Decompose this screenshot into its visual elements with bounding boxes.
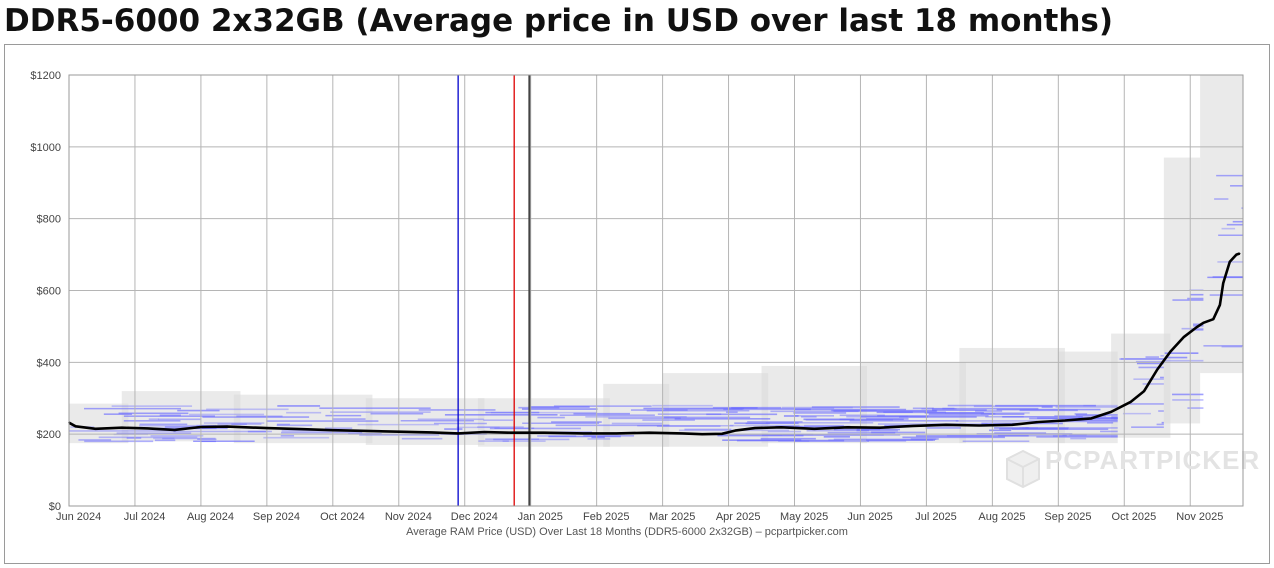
average-price-point: [173, 429, 176, 431]
average-price-point: [1169, 350, 1172, 353]
average-price-point: [1238, 252, 1241, 255]
price-history-chart: PCPARTPICKER $0 $200 $400 $600 $800 $1000 $120…: [30, 70, 1260, 538]
x-tick-label: Nov 2025: [1176, 511, 1223, 523]
price-band-11: [1111, 333, 1171, 438]
x-tick-label: Apr 2025: [716, 511, 761, 523]
average-price-point: [813, 427, 816, 430]
average-price-point: [912, 425, 915, 427]
average-price-point: [397, 430, 400, 433]
average-price-point: [1219, 304, 1221, 306]
average-price-point: [1037, 421, 1040, 423]
average-price-point: [332, 429, 334, 432]
x-tick-label: Jan 2025: [518, 511, 563, 523]
x-tick-label: Oct 2024: [320, 511, 365, 523]
average-price-point: [1110, 411, 1112, 413]
average-price-point: [1143, 390, 1145, 392]
x-tick-label: Feb 2025: [583, 511, 629, 523]
y-tick-label: $1000: [30, 142, 61, 154]
x-tick-label: Dec 2024: [451, 511, 498, 523]
x-tick-label: Sep 2024: [253, 511, 300, 523]
average-price-point: [945, 424, 948, 426]
average-price-point: [582, 432, 585, 435]
x-tick-label: May 2025: [780, 511, 828, 523]
average-price-point: [978, 424, 980, 427]
y-tick-label: $400: [37, 357, 61, 369]
x-tick-label: Aug 2024: [187, 511, 234, 523]
average-price-point: [879, 426, 882, 429]
x-tick-label: Jul 2025: [915, 511, 957, 523]
average-price-point: [1196, 326, 1198, 328]
chart-axes: $0 $200 $400 $600 $800 $1000 $1200 Jun 2024 Jul …: [30, 70, 1244, 523]
y-tick-label: $800: [37, 214, 61, 226]
average-price-point: [457, 432, 459, 435]
x-tick-label: Oct 2025: [1112, 511, 1157, 523]
average-price-point: [1212, 318, 1215, 321]
average-price-point: [543, 431, 545, 434]
x-tick-label: Jun 2024: [56, 511, 101, 523]
x-tick-label: Aug 2025: [978, 511, 1025, 523]
average-price-point: [1182, 336, 1185, 338]
y-tick-label: $0: [49, 501, 61, 513]
price-band-0: [69, 403, 129, 444]
average-price-point: [1156, 368, 1159, 371]
price-band-10: [1058, 351, 1118, 444]
average-price-point: [200, 426, 202, 428]
average-price-point: [1235, 253, 1238, 256]
watermark-logo: PCPARTPICKER: [1006, 445, 1260, 489]
x-tick-label: Jul 2024: [124, 511, 166, 523]
x-tick-label: Nov 2024: [385, 511, 432, 523]
average-price-point: [734, 429, 736, 432]
average-price-point: [120, 426, 123, 429]
average-price-point: [226, 425, 229, 428]
average-price-point: [1222, 282, 1225, 285]
average-price-point: [615, 432, 618, 435]
average-price-point: [94, 427, 97, 430]
average-price-point: [1229, 260, 1231, 263]
average-price-point: [1090, 417, 1093, 420]
average-price-point: [1202, 322, 1205, 324]
x-tick-label: Mar 2025: [649, 511, 695, 523]
x-axis-caption: Average RAM Price (USD) Over Last 18 Mon…: [406, 526, 848, 538]
average-price-line: [68, 252, 1241, 436]
average-price-point: [1011, 424, 1013, 426]
average-price-point: [681, 432, 684, 435]
average-price-point: [364, 430, 367, 432]
plot-border: [68, 74, 1244, 507]
average-price-point: [74, 425, 77, 428]
average-price-point: [701, 433, 703, 435]
average-price-point: [510, 431, 512, 434]
y-tick-label: $1200: [30, 70, 61, 82]
page-title: DDR5-6000 2x32GB (Average price in USD o…: [4, 3, 1114, 39]
y-tick-label: $200: [37, 429, 61, 441]
x-tick-label: Jun 2025: [847, 511, 892, 523]
average-price-point: [1130, 401, 1132, 403]
average-price-point: [754, 427, 756, 429]
average-price-point: [1064, 419, 1066, 422]
average-price-point: [846, 426, 849, 429]
average-price-point: [648, 431, 651, 434]
watermark-text: PCPARTPICKER: [1045, 445, 1260, 475]
average-price-point: [266, 427, 268, 429]
average-price-point: [721, 433, 723, 435]
y-tick-label: $600: [37, 286, 61, 298]
average-price-point: [430, 431, 433, 434]
average-price-point: [780, 426, 783, 429]
average-price-point: [299, 428, 301, 430]
average-price-point: [147, 427, 149, 430]
chart-panel: PCPARTPICKER $0 $200 $400 $600 $800 $1000 $120…: [4, 44, 1270, 564]
x-tick-label: Sep 2025: [1044, 511, 1091, 523]
average-price-point: [483, 431, 486, 433]
